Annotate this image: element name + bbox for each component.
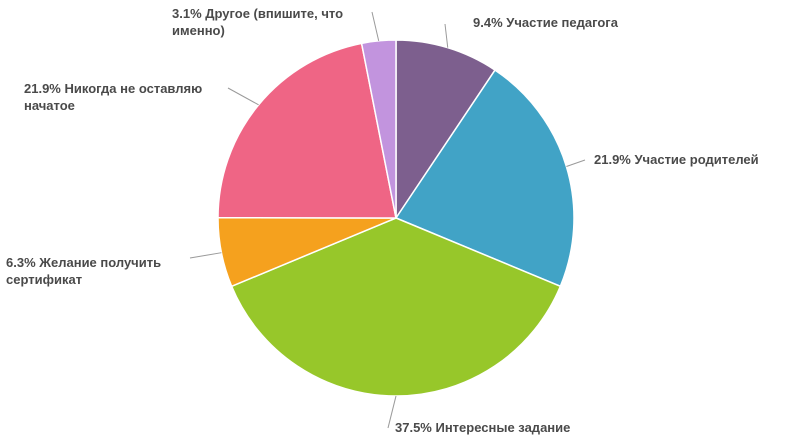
slice-label-2-line-0: 37.5% Интересные задание xyxy=(395,420,570,435)
slice-label-0-line-0: 9.4% Участие педагога xyxy=(473,15,619,30)
pie-slice-2 xyxy=(230,217,562,397)
pie-slice-4 xyxy=(217,42,397,219)
slice-label-0: 9.4% Участие педагога xyxy=(473,15,619,30)
slice-label-4-line-1: начатое xyxy=(24,98,75,113)
slice-label-3-line-1: сертификат xyxy=(6,272,82,287)
slice-label-5-line-1: именно) xyxy=(172,23,225,38)
leader-line-3 xyxy=(189,252,222,259)
slice-label-4: 21.9% Никогда не оставляю начатое xyxy=(24,81,202,113)
slice-label-2: 37.5% Интересные задание xyxy=(395,420,570,435)
slice-label-3-line-0: 6.3% Желание получить xyxy=(6,255,161,270)
slice-label-4-line-0: 21.9% Никогда не оставляю xyxy=(24,81,202,96)
slice-label-3: 6.3% Желание получить сертификат xyxy=(6,255,161,287)
leader-line-1 xyxy=(566,159,586,167)
pie-slice-1 xyxy=(394,69,575,288)
leader-line-0 xyxy=(444,23,449,48)
slice-label-5-line-0: 3.1% Другое (впишите, что xyxy=(172,6,343,21)
slice-label-5: 3.1% Другое (впишите, что именно) xyxy=(172,6,343,38)
leader-line-5 xyxy=(371,11,380,41)
slice-label-1-line-0: 21.9% Участие родителей xyxy=(594,152,759,167)
leader-line-2 xyxy=(387,395,397,429)
slice-label-1: 21.9% Участие родителей xyxy=(594,152,759,167)
leader-line-4 xyxy=(227,87,259,106)
